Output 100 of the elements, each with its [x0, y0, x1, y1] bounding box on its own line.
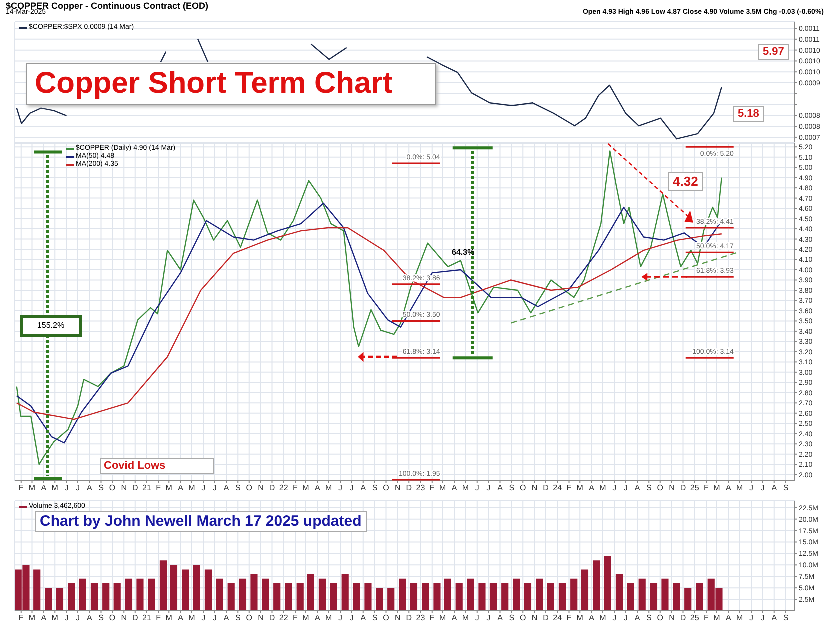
x-tick-label: J — [76, 614, 80, 623]
x-tick-label: N — [121, 614, 128, 623]
bar — [307, 574, 314, 611]
bar — [125, 578, 133, 611]
x-tick-label: D — [406, 484, 412, 493]
x-tick-label: N — [121, 484, 128, 493]
x-tick-label: J — [202, 614, 206, 623]
x-tick-label: F — [156, 614, 162, 623]
x-tick-label: F — [704, 614, 710, 623]
x-tick-label: A — [452, 614, 458, 623]
bar — [684, 588, 692, 611]
x-tick-label: S — [372, 484, 378, 493]
x-tick-label: M — [302, 484, 310, 493]
x-tick-label: 24 — [553, 484, 563, 493]
bar — [296, 584, 304, 611]
bar — [581, 570, 589, 611]
bar — [673, 584, 680, 611]
x-tick-label: J — [486, 614, 491, 623]
x-tick-label: D — [680, 614, 686, 623]
bar — [604, 556, 612, 611]
x-tick-label: F — [293, 484, 298, 493]
bar — [353, 584, 360, 611]
bar — [250, 574, 258, 611]
x-tick-label: J — [350, 484, 354, 493]
bar — [160, 560, 168, 611]
bar — [593, 560, 600, 611]
x-tick-label: F — [18, 484, 24, 493]
x-tick-label: S — [372, 614, 378, 623]
x-tick-label: M — [52, 614, 59, 623]
x-tick-label: J — [212, 484, 217, 493]
x-tick-label: 23 — [416, 614, 426, 623]
x-tick-label: N — [532, 614, 538, 623]
x-tick-label: M — [600, 484, 607, 493]
x-tick-label: M — [462, 614, 470, 623]
bar — [216, 578, 224, 611]
x-tick-label: 22 — [279, 484, 289, 493]
x-tick-label: M — [440, 614, 447, 623]
x-tick-label: M — [302, 614, 310, 623]
x-tick-label: 25 — [690, 484, 700, 493]
bar — [467, 578, 474, 611]
x-tick-label: J — [475, 614, 480, 623]
x-tick-label: M — [188, 484, 196, 493]
bar — [285, 584, 292, 611]
x-tick-label: A — [589, 484, 596, 493]
x-tick-label: A — [86, 484, 93, 493]
x-tick-label: O — [657, 614, 664, 623]
bar — [696, 584, 704, 611]
x-tick-label: J — [612, 484, 617, 493]
bar — [410, 584, 418, 611]
x-tick-label: J — [612, 614, 617, 623]
bar — [570, 578, 578, 611]
x-tick-label: J — [76, 484, 80, 493]
bar — [536, 578, 544, 611]
bar — [90, 584, 98, 611]
x-tick-label: J — [202, 484, 206, 493]
x-tick-label: J — [760, 484, 765, 493]
x-tick-label: S — [646, 484, 652, 493]
bar — [318, 578, 326, 611]
bar — [558, 584, 566, 611]
x-tick-label: S — [98, 484, 104, 493]
x-tick-label: N — [669, 484, 676, 493]
x-tick-label: N — [258, 614, 264, 623]
x-tick-label: A — [224, 614, 230, 623]
x-tick-label: M — [576, 614, 584, 623]
x-tick-label: N — [258, 484, 264, 493]
x-tick-label: A — [314, 614, 321, 623]
x-tick-label: M — [714, 484, 721, 493]
bar — [434, 584, 441, 611]
bar — [262, 578, 270, 611]
x-tick-label: J — [350, 614, 354, 623]
x-tick-label: A — [224, 484, 230, 493]
bar — [239, 578, 247, 611]
x-tick-label: O — [383, 484, 390, 493]
x-tick-label: M — [440, 484, 447, 493]
x-tick-label: J — [750, 484, 754, 493]
bar — [45, 588, 52, 611]
bar — [68, 584, 76, 611]
text: $COPPER Copper - Continuous Contract (EOD) — [6, 1, 208, 11]
x-tick-label: S — [509, 614, 515, 623]
bar — [627, 584, 634, 611]
bar — [444, 578, 452, 611]
x-tick-label: M — [326, 614, 333, 623]
text: Copper Short Term Chart — [26, 63, 436, 105]
bar — [478, 584, 486, 611]
x-tick-label: A — [772, 614, 778, 623]
bar — [524, 584, 532, 611]
x-tick-label: M — [28, 614, 36, 623]
bar — [638, 578, 646, 611]
x-tick-label: O — [109, 484, 116, 493]
x-tick-label: A — [634, 614, 641, 623]
x-tick-label: O — [520, 484, 526, 493]
text-box: Covid Lows — [100, 458, 214, 474]
x-tick-label: D — [680, 484, 686, 493]
x-tick-label: S — [783, 614, 789, 623]
x-tick-label: D — [132, 614, 138, 623]
text-box: 5.18 — [733, 106, 764, 122]
x-tick-label: 22 — [279, 614, 289, 623]
x-tick-label: M — [188, 614, 196, 623]
bar — [342, 574, 349, 611]
x-tick-label: J — [486, 484, 491, 493]
